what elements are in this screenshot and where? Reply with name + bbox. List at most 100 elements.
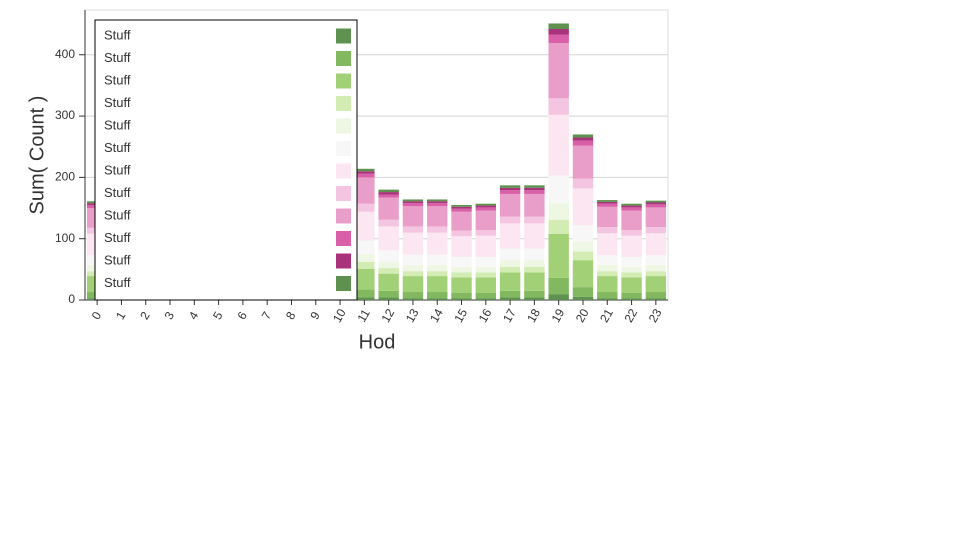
bar-segment <box>645 292 667 299</box>
x-axis-label: Hod <box>359 331 396 353</box>
bar-segment <box>354 168 375 172</box>
x-tick-label: 5 <box>210 309 226 322</box>
x-tick-label: 19 <box>549 306 568 325</box>
bar-segment <box>427 292 448 299</box>
x-tick-label: 14 <box>427 306 446 325</box>
bar-segment <box>548 203 569 220</box>
x-tick-label: 18 <box>524 306 543 325</box>
bar-segment <box>354 171 375 174</box>
bar-segment <box>354 289 375 298</box>
bar-segment <box>427 206 448 227</box>
bar-segment <box>475 235 497 258</box>
x-tick-label: 9 <box>307 309 323 322</box>
bar-segment <box>572 241 594 252</box>
bar-segment <box>378 268 399 274</box>
bar-segment <box>548 219 569 234</box>
bar-segment <box>402 226 424 233</box>
x-tick-label: 1 <box>113 309 129 322</box>
legend-swatch <box>336 51 351 66</box>
bar-segment <box>572 137 594 141</box>
bar-segment <box>475 207 497 211</box>
legend-label: Stuff <box>104 95 131 110</box>
bar-segment <box>402 265 424 272</box>
bar-segment <box>548 277 569 295</box>
legend-swatch <box>336 96 351 111</box>
bar-segment <box>645 271 667 277</box>
x-tick-label: 17 <box>500 306 519 325</box>
bar-segment <box>572 251 594 261</box>
bar-segment <box>548 23 569 30</box>
bar-segment <box>402 201 424 204</box>
bar-segment <box>427 254 448 266</box>
bar-segment <box>597 201 618 204</box>
bar-segment <box>524 260 545 267</box>
x-tick-label: 22 <box>621 306 640 325</box>
bar-segment <box>597 203 618 207</box>
bar-segment <box>427 298 448 300</box>
x-tick-label: 7 <box>259 309 275 322</box>
bar-segment <box>499 187 521 191</box>
legend-label: Stuff <box>104 50 131 65</box>
bar-segment <box>597 255 618 266</box>
y-tick-label: 200 <box>55 170 75 184</box>
bar-segment <box>645 276 667 293</box>
bar-segment <box>572 188 594 226</box>
bar-segment <box>499 223 521 249</box>
bar-segment <box>572 287 594 297</box>
x-tick-label: 8 <box>283 309 299 322</box>
legend-label: Stuff <box>104 72 131 87</box>
bar-segment <box>621 210 642 231</box>
bar-segment <box>354 203 375 212</box>
bar-segment <box>354 177 375 204</box>
bar-segment <box>597 233 618 256</box>
bar-segment <box>475 272 497 278</box>
bar-segment <box>597 206 618 228</box>
bar-segment <box>621 207 642 211</box>
legend-label: Stuff <box>104 185 131 200</box>
bar-segment <box>597 265 618 272</box>
y-tick-label: 100 <box>55 231 75 245</box>
bar-segment <box>572 140 594 146</box>
bar-segment <box>499 260 521 267</box>
bar-segment <box>402 271 424 277</box>
bar-segment <box>645 207 667 228</box>
bar-segment <box>499 190 521 194</box>
bar-segment <box>524 272 545 291</box>
bar-segment <box>451 206 472 209</box>
bar-segment <box>378 226 399 251</box>
bar-segment <box>645 265 667 272</box>
legend-label: Stuff <box>104 252 131 267</box>
legend-label: Stuff <box>104 140 131 155</box>
bar-segment <box>499 272 521 291</box>
bar-segment <box>524 193 545 217</box>
bar-segment <box>645 227 667 234</box>
bar-segment <box>451 272 472 278</box>
bar-segment <box>354 240 375 255</box>
bar-segment <box>499 193 521 217</box>
legend-label: Stuff <box>104 207 131 222</box>
bar-segment <box>524 248 545 261</box>
legend-swatch <box>336 276 351 291</box>
x-tick-label: 6 <box>234 309 250 322</box>
x-tick-label: 21 <box>597 306 616 325</box>
bar-segment <box>597 200 618 202</box>
bar-segment <box>378 290 399 298</box>
bar-segment <box>645 204 667 208</box>
x-tick-label: 3 <box>162 309 178 322</box>
bar-segment <box>597 227 618 234</box>
bar-segment <box>548 98 569 115</box>
bar-segment <box>451 292 472 299</box>
bar-segment <box>524 297 545 300</box>
bar-segment <box>645 233 667 256</box>
bar-segment <box>402 203 424 207</box>
bar-segment <box>402 206 424 227</box>
bar-segment <box>572 178 594 189</box>
legend-label: Stuff <box>104 27 131 42</box>
bar-segment <box>475 257 497 267</box>
bar-segment <box>597 292 618 299</box>
x-tick-label: 10 <box>330 306 349 325</box>
bar-segment <box>451 266 472 273</box>
bar-segment <box>548 175 569 204</box>
bar-segment <box>499 266 521 273</box>
bar-segment <box>402 298 424 300</box>
